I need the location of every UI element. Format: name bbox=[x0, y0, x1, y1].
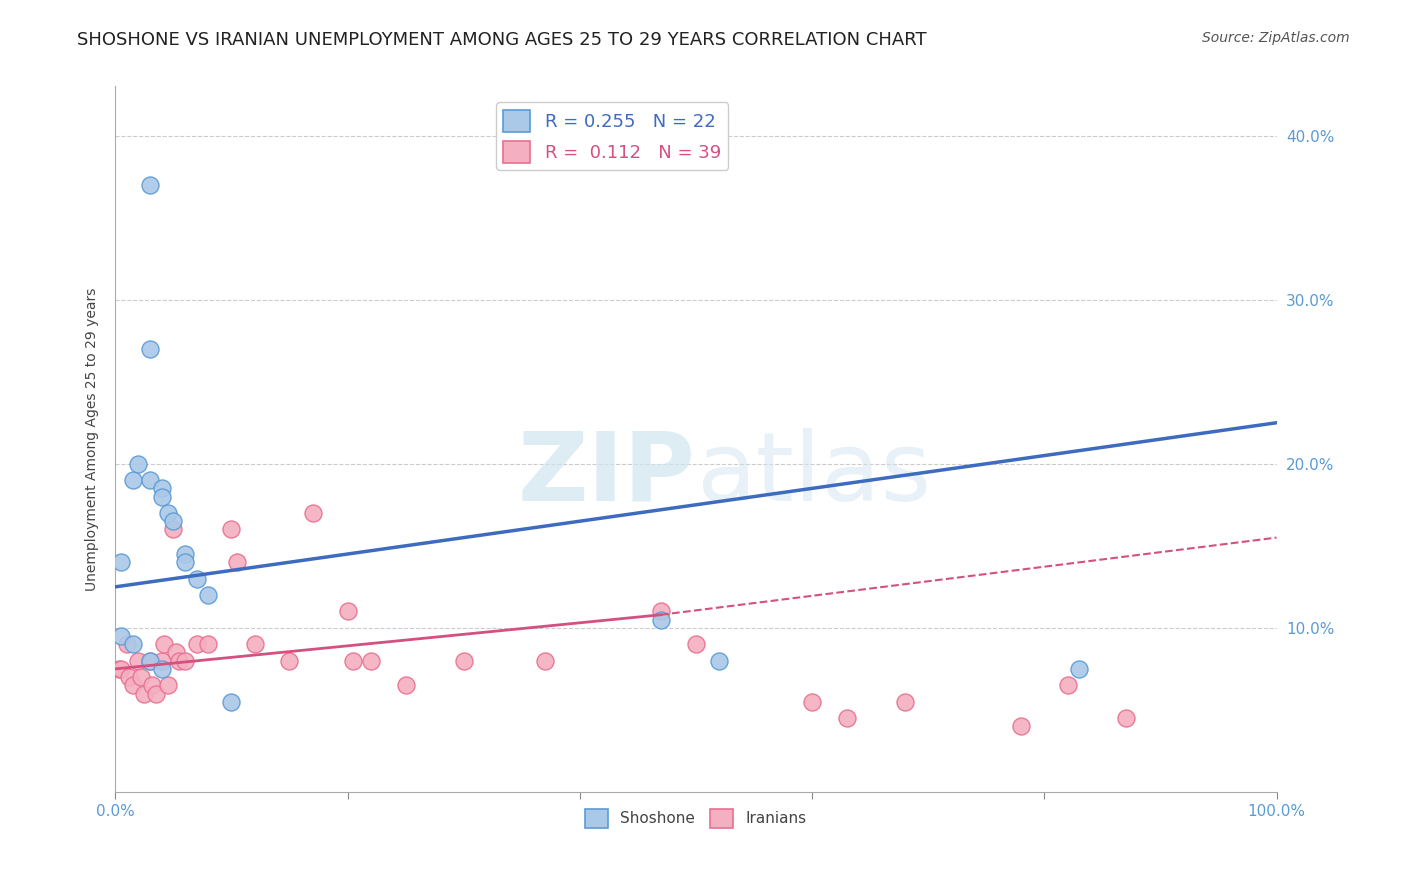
Text: ZIP: ZIP bbox=[517, 428, 696, 521]
Point bbox=[801, 695, 824, 709]
Point bbox=[128, 457, 150, 471]
Point bbox=[162, 523, 184, 537]
Point bbox=[139, 473, 162, 487]
Y-axis label: Unemployment Among Ages 25 to 29 years: Unemployment Among Ages 25 to 29 years bbox=[86, 287, 100, 591]
Text: atlas: atlas bbox=[696, 428, 931, 521]
Point bbox=[1056, 678, 1078, 692]
Point bbox=[197, 637, 219, 651]
Point bbox=[107, 662, 129, 676]
Point bbox=[394, 678, 416, 692]
Point bbox=[894, 695, 917, 709]
Point bbox=[278, 654, 301, 668]
Point bbox=[197, 588, 219, 602]
Point bbox=[165, 645, 187, 659]
Point bbox=[301, 506, 323, 520]
Point bbox=[174, 547, 197, 561]
Point bbox=[156, 506, 179, 520]
Point bbox=[121, 678, 143, 692]
Point bbox=[121, 473, 143, 487]
Point bbox=[128, 654, 150, 668]
Point bbox=[650, 604, 672, 618]
Point bbox=[153, 637, 176, 651]
Point bbox=[139, 654, 162, 668]
Point bbox=[150, 662, 173, 676]
Point bbox=[129, 670, 152, 684]
Point bbox=[134, 686, 156, 700]
Point bbox=[162, 514, 184, 528]
Point bbox=[121, 637, 143, 651]
Point bbox=[110, 662, 132, 676]
Point bbox=[360, 654, 382, 668]
Point bbox=[174, 555, 197, 569]
Point bbox=[221, 523, 243, 537]
Text: SHOSHONE VS IRANIAN UNEMPLOYMENT AMONG AGES 25 TO 29 YEARS CORRELATION CHART: SHOSHONE VS IRANIAN UNEMPLOYMENT AMONG A… bbox=[77, 31, 927, 49]
Point bbox=[139, 654, 162, 668]
Point bbox=[707, 654, 730, 668]
Point bbox=[139, 342, 162, 356]
Point bbox=[145, 686, 167, 700]
Point bbox=[118, 670, 141, 684]
Point bbox=[115, 637, 138, 651]
Point bbox=[156, 678, 179, 692]
Text: Source: ZipAtlas.com: Source: ZipAtlas.com bbox=[1202, 31, 1350, 45]
Point bbox=[139, 178, 162, 192]
Point bbox=[1115, 711, 1137, 725]
Point bbox=[150, 482, 173, 496]
Point bbox=[336, 604, 359, 618]
Point bbox=[835, 711, 858, 725]
Point bbox=[650, 613, 672, 627]
Point bbox=[685, 637, 707, 651]
Point bbox=[110, 555, 132, 569]
Point bbox=[141, 678, 163, 692]
Point bbox=[243, 637, 266, 651]
Point bbox=[221, 695, 243, 709]
Legend: Shoshone, Iranians: Shoshone, Iranians bbox=[579, 803, 813, 834]
Point bbox=[453, 654, 475, 668]
Point bbox=[186, 637, 208, 651]
Point bbox=[342, 654, 364, 668]
Point bbox=[167, 654, 190, 668]
Point bbox=[150, 490, 173, 504]
Point bbox=[226, 555, 249, 569]
Point bbox=[186, 572, 208, 586]
Point bbox=[1010, 719, 1032, 733]
Point bbox=[174, 654, 197, 668]
Point bbox=[1069, 662, 1091, 676]
Point bbox=[150, 654, 173, 668]
Point bbox=[110, 629, 132, 643]
Point bbox=[534, 654, 557, 668]
